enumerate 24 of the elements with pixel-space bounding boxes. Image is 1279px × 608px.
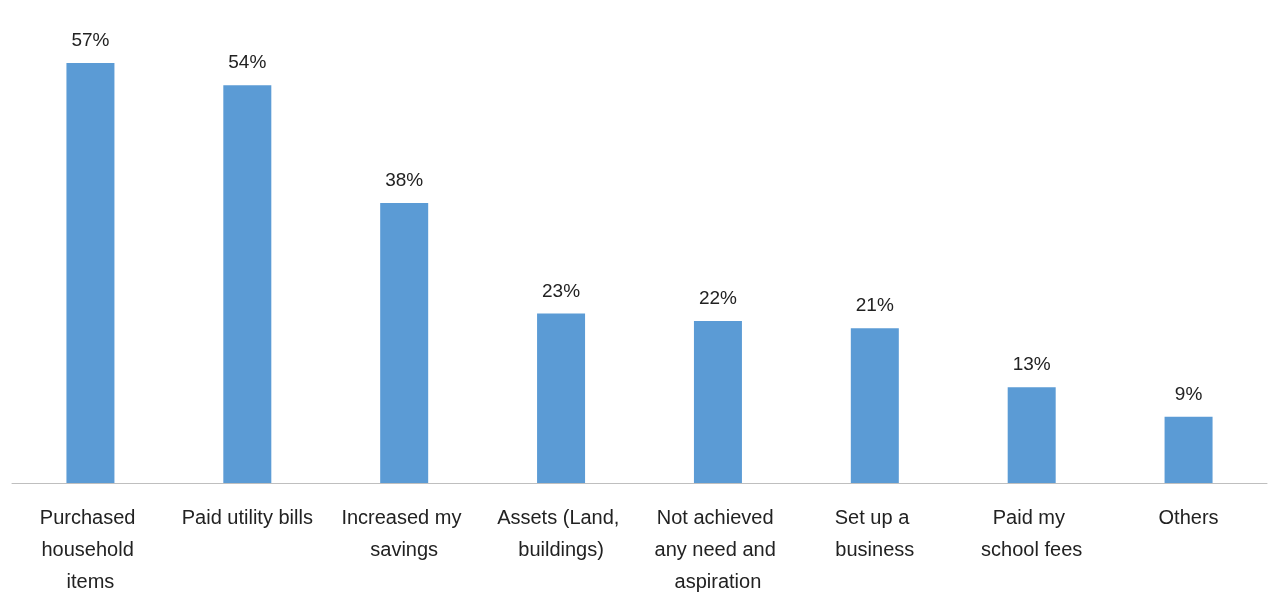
x-tick-label: Increased my savings bbox=[341, 506, 467, 560]
data-label: 57% bbox=[71, 29, 110, 51]
x-tick-label: Set up a business bbox=[834, 506, 915, 560]
data-label: 38% bbox=[385, 169, 424, 191]
x-tick-label: Others bbox=[1158, 506, 1219, 528]
bar bbox=[693, 320, 742, 483]
x-tick-label: Assets (Land, buildings) bbox=[497, 506, 625, 560]
x-tick-label: Paid my school fees bbox=[981, 506, 1083, 560]
bar bbox=[1007, 387, 1056, 483]
data-label: 21% bbox=[855, 294, 894, 316]
x-tick-label: Not achieved any need and aspiration bbox=[654, 506, 782, 592]
bar bbox=[1164, 416, 1213, 483]
data-label: 9% bbox=[1174, 382, 1203, 404]
data-label: 13% bbox=[1012, 353, 1051, 375]
bar bbox=[537, 313, 586, 483]
bar bbox=[223, 85, 272, 483]
bar bbox=[380, 203, 429, 483]
bar bbox=[850, 328, 899, 483]
data-label: 54% bbox=[228, 51, 267, 73]
data-label: 22% bbox=[698, 286, 738, 308]
x-tick-label: Paid utility bills bbox=[181, 506, 313, 528]
data-label: 23% bbox=[542, 279, 581, 301]
bar bbox=[66, 63, 115, 483]
x-tick-label: Purchased household items bbox=[39, 506, 142, 592]
